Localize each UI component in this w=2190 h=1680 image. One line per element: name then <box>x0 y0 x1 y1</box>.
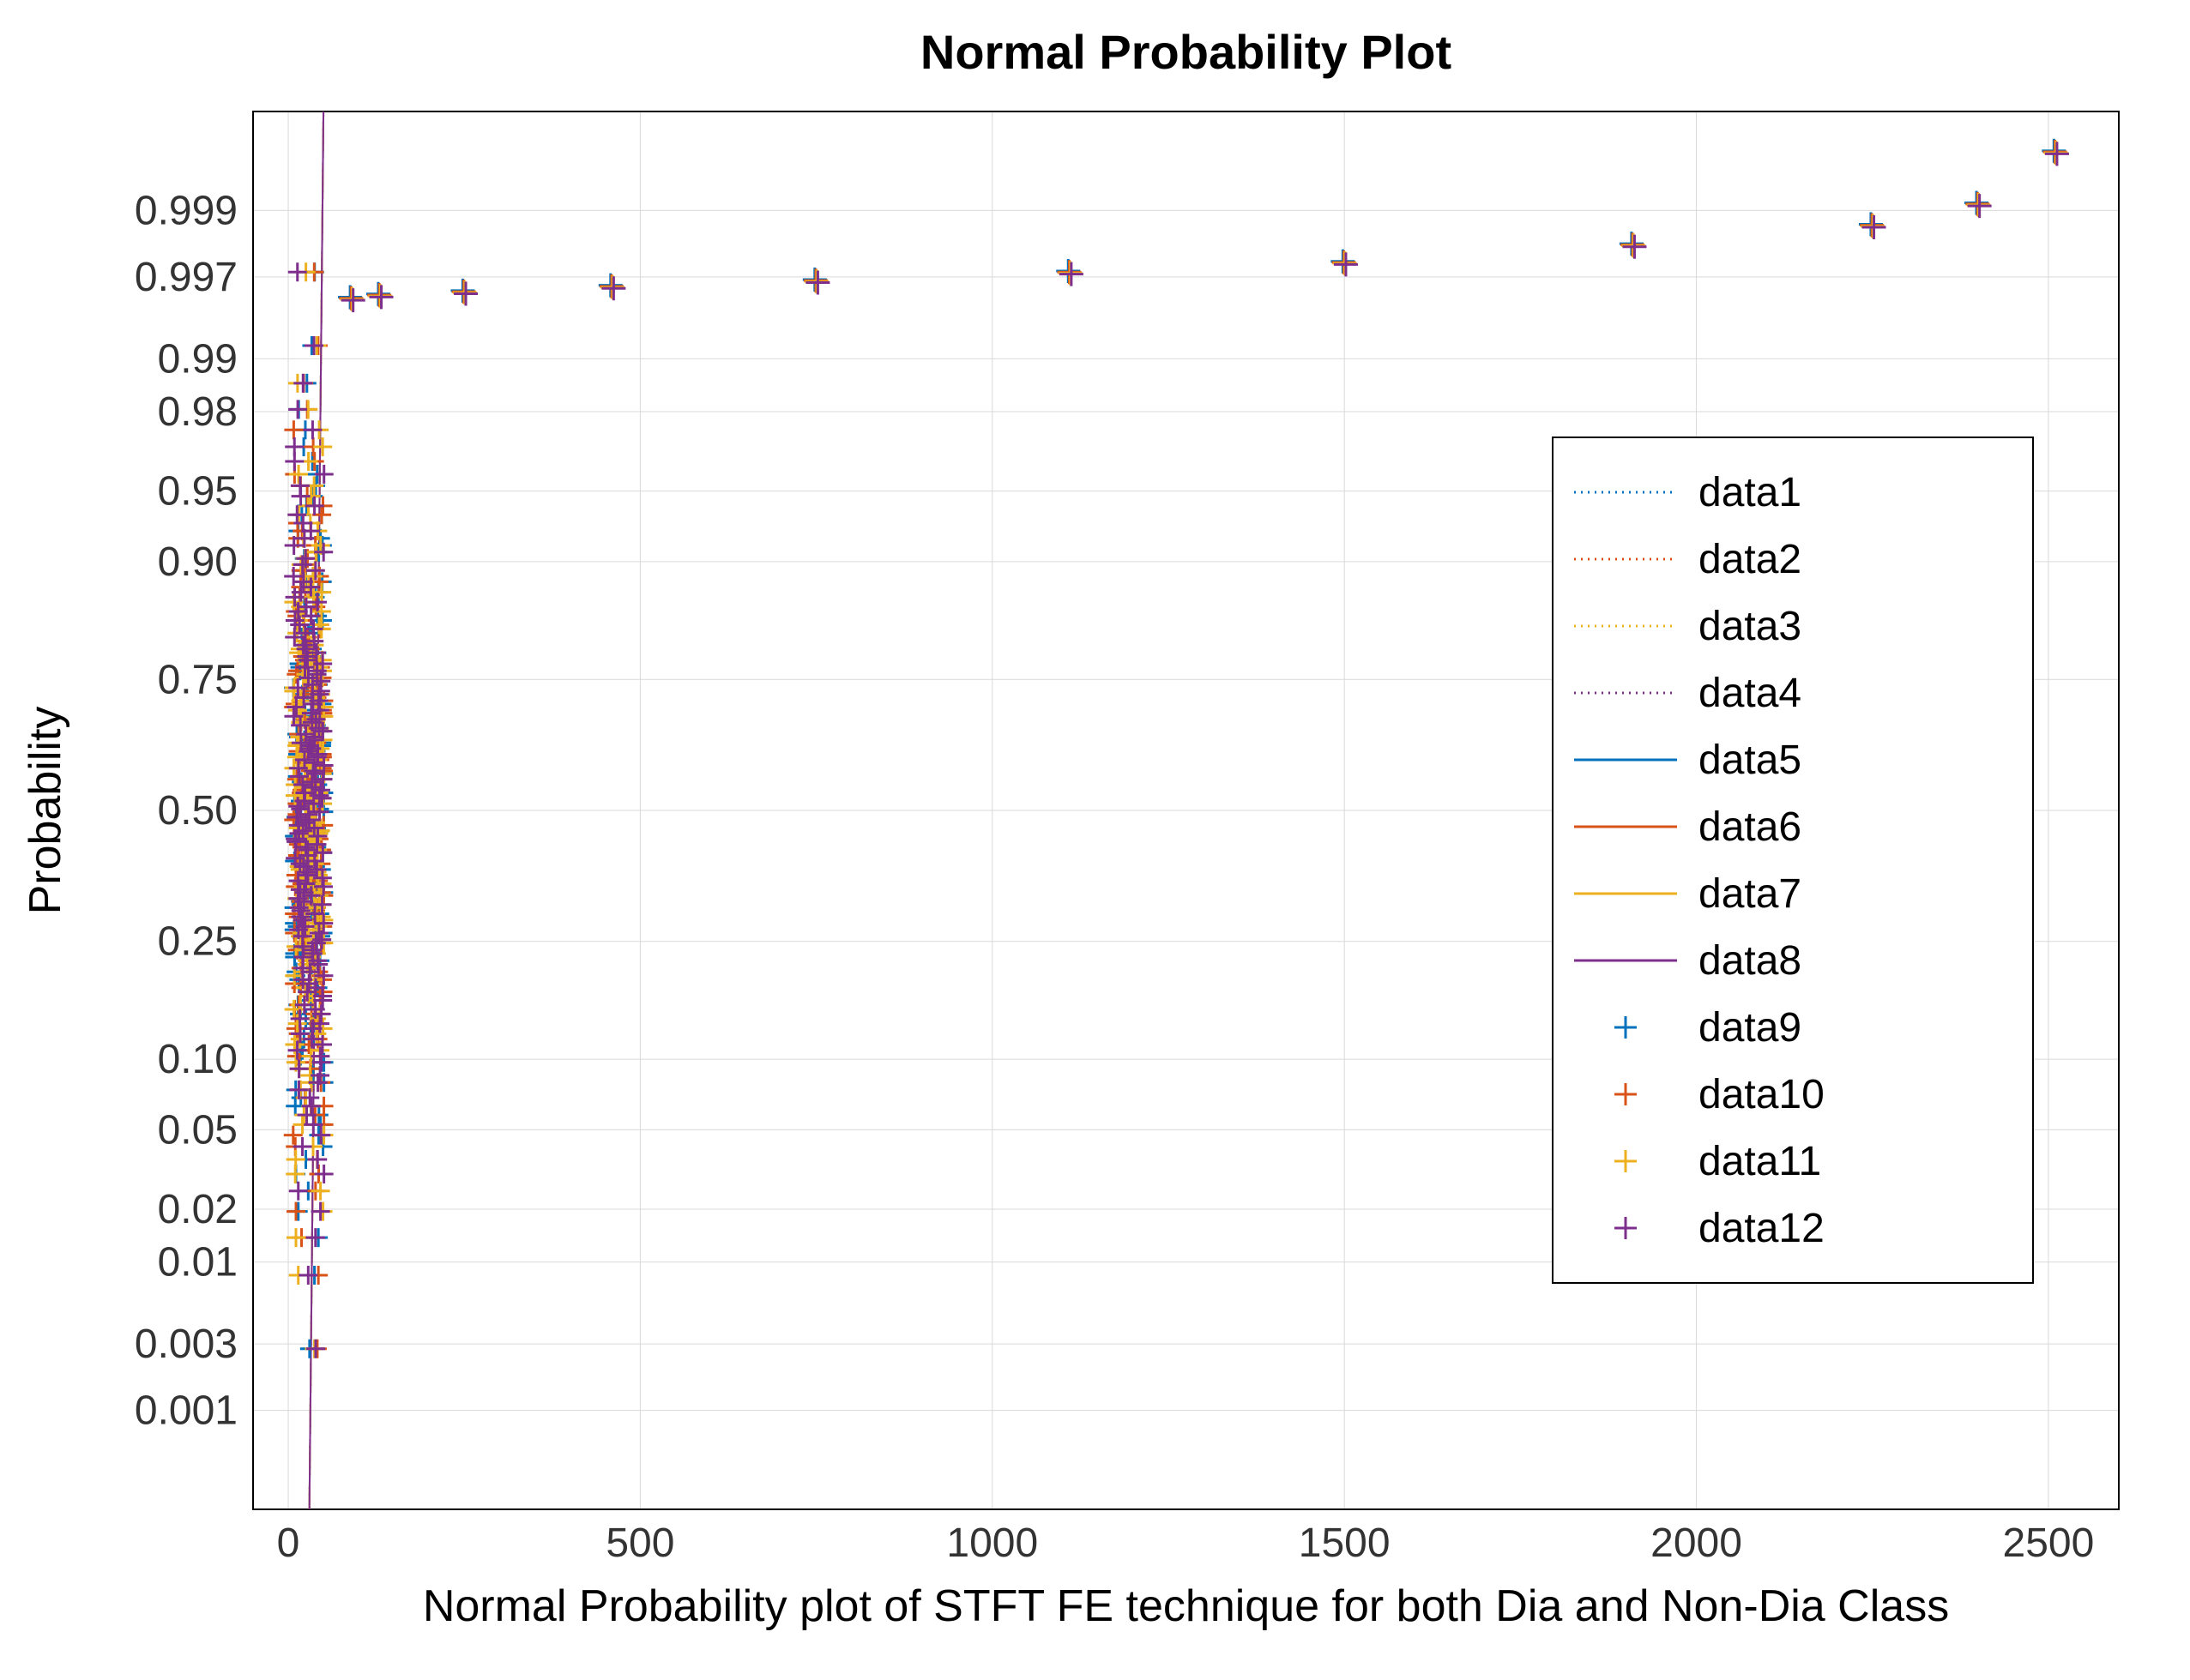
x-tick-label: 1000 <box>946 1520 1038 1566</box>
x-axis-label: Normal Probability plot of STFT FE techn… <box>423 1581 1949 1631</box>
y-tick-label: 0.997 <box>135 255 238 300</box>
legend-label: data10 <box>1698 1072 1825 1117</box>
x-tick-label: 500 <box>606 1520 674 1566</box>
y-tick-label: 0.95 <box>158 469 238 515</box>
y-tick-label: 0.25 <box>158 919 238 965</box>
y-tick-label: 0.75 <box>158 657 238 702</box>
legend: data1 data2 data3 data4 data5 data6 data7 data8… <box>1553 437 2033 1283</box>
y-tick-label: 0.10 <box>158 1037 238 1082</box>
y-tick-label: 0.05 <box>158 1107 238 1153</box>
chart-title: Normal Probability Plot <box>920 25 1451 79</box>
normal-probability-plot: 0.001 0.003 0.01 0.02 0.05 0.10 0.25 0.50 0.75 0.… <box>0 0 2190 1680</box>
y-tick-label: 0.999 <box>135 188 238 233</box>
legend-label: data5 <box>1698 738 1801 783</box>
y-tick-label: 0.90 <box>158 539 238 585</box>
y-tick-label: 0.98 <box>158 389 238 435</box>
legend-label: data7 <box>1698 871 1801 917</box>
y-axis-label: Probability <box>21 707 70 915</box>
legend-label: data2 <box>1698 537 1801 582</box>
legend-label: data3 <box>1698 604 1801 649</box>
x-tick-label: 2000 <box>1650 1520 1742 1566</box>
x-tick-label: 2500 <box>2003 1520 2095 1566</box>
chart-container: 0.001 0.003 0.01 0.02 0.05 0.10 0.25 0.50 0.75 0.… <box>0 0 2190 1680</box>
legend-label: data11 <box>1698 1139 1821 1184</box>
legend-label: data12 <box>1698 1206 1825 1251</box>
y-tick-label: 0.001 <box>135 1388 238 1434</box>
legend-label: data8 <box>1698 938 1801 984</box>
y-tick-label: 0.99 <box>158 336 238 382</box>
legend-label: data9 <box>1698 1005 1801 1051</box>
y-tick-label: 0.01 <box>158 1240 238 1286</box>
x-tick-label: 0 <box>277 1520 300 1566</box>
legend-label: data4 <box>1698 671 1801 716</box>
y-tick-label: 0.50 <box>158 788 238 834</box>
y-tick-label: 0.02 <box>158 1187 238 1232</box>
x-tick-label: 1500 <box>1299 1520 1391 1566</box>
y-tick-label: 0.003 <box>135 1322 238 1367</box>
legend-label: data1 <box>1698 470 1801 515</box>
legend-label: data6 <box>1698 804 1801 850</box>
